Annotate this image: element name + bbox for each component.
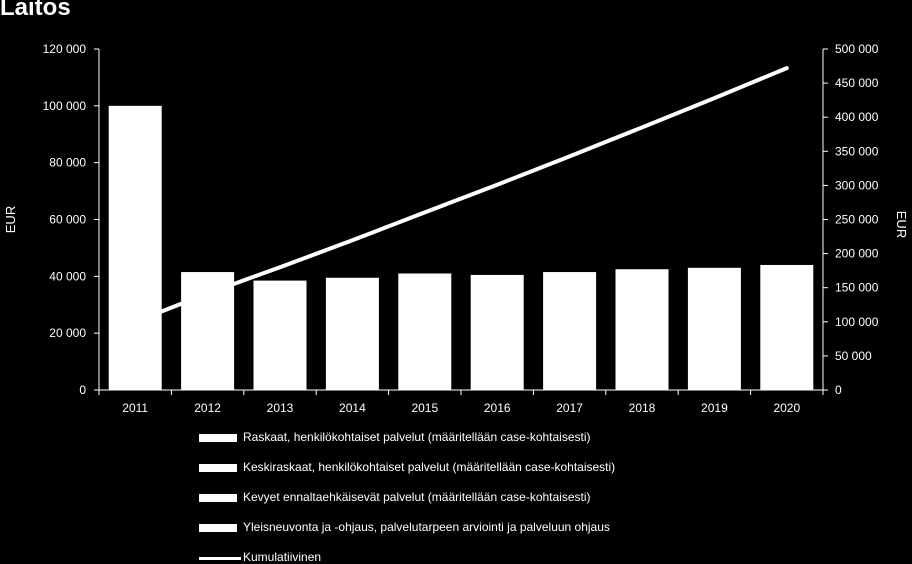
right-tick-label: 100 000 <box>835 315 879 329</box>
right-tick-label: 350 000 <box>835 144 879 158</box>
x-tick-label: 2012 <box>194 401 221 415</box>
legend-label: Kumulatiivinen <box>243 550 322 564</box>
series-line-kumulatiivinen <box>133 66 789 324</box>
right-tick-label: 500 000 <box>835 42 879 56</box>
right-tick-label: 200 000 <box>835 247 879 261</box>
x-tick-label: 2017 <box>556 401 583 415</box>
bar-2013 <box>253 280 307 390</box>
right-tick-label: 400 000 <box>835 110 879 124</box>
legend-bar-swatch <box>199 524 237 532</box>
x-tick-label: 2018 <box>629 401 656 415</box>
bar-2016 <box>470 274 524 390</box>
legend-label: Keskiraskaat, henkilökohtaiset palvelut … <box>243 460 616 474</box>
right-tick-label: 50 000 <box>835 349 872 363</box>
bar-2012 <box>181 272 235 390</box>
x-tick-label: 2013 <box>267 401 294 415</box>
right-tick-label: 150 000 <box>835 281 879 295</box>
chart-title: Laitos <box>0 0 71 21</box>
bar-2017 <box>543 272 597 390</box>
x-tick-label: 2014 <box>339 401 366 415</box>
right-tick-label: 0 <box>835 383 842 397</box>
right-tick-label: 250 000 <box>835 213 879 227</box>
left-tick-label: 100 000 <box>43 99 87 113</box>
left-tick-label: 20 000 <box>49 326 86 340</box>
x-tick-label: 2011 <box>122 401 148 415</box>
bar-2011 <box>108 105 162 390</box>
x-tick-label: 2019 <box>701 401 728 415</box>
x-tick-label: 2015 <box>411 401 438 415</box>
left-tick-label: 80 000 <box>49 156 86 170</box>
left-tick-label: 120 000 <box>43 42 87 56</box>
legend-label: Raskaat, henkilökohtaiset palvelut (määr… <box>243 430 591 444</box>
bar-2014 <box>325 277 379 390</box>
right-tick-label: 450 000 <box>835 76 879 90</box>
legend-label: Kevyet ennaltaehkäisevät palvelut (määri… <box>243 490 591 504</box>
bar-2020 <box>760 264 814 390</box>
left-axis-title: EUR <box>3 206 18 233</box>
right-tick-label: 300 000 <box>835 178 879 192</box>
bar-2018 <box>615 269 669 390</box>
x-tick-label: 2020 <box>773 401 800 415</box>
legend-line-swatch <box>199 557 241 560</box>
legend-label: Yleisneuvonta ja -ohjaus, palvelutarpeen… <box>243 520 610 534</box>
legend-bar-swatch <box>199 434 237 442</box>
left-tick-label: 0 <box>79 383 86 397</box>
right-axis-title: EUR <box>894 211 909 238</box>
chart-canvas: 0 20 000 40 000 60 000 80 000 100 000 120 000 0… <box>3 42 909 415</box>
bar-2019 <box>687 267 741 390</box>
bar-2015 <box>398 273 452 390</box>
legend-bar-swatch <box>199 494 237 502</box>
left-tick-label: 40 000 <box>49 269 86 283</box>
left-tick-label: 60 000 <box>49 213 86 227</box>
x-tick-label: 2016 <box>484 401 511 415</box>
legend-bar-swatch <box>199 464 237 472</box>
